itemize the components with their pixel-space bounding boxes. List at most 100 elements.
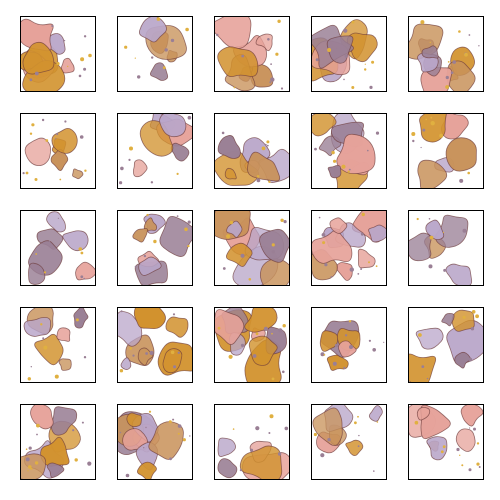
- texture-speck: [469, 427, 470, 428]
- sample-tile: [214, 16, 290, 92]
- texture-speck: [277, 317, 278, 318]
- texture-speck: [23, 172, 25, 174]
- texture-blob: [57, 328, 70, 342]
- texture-speck: [316, 58, 319, 61]
- texture-speck: [319, 217, 321, 219]
- texture-speck: [327, 438, 330, 441]
- texture-speck: [135, 266, 137, 268]
- texture-sample: [118, 405, 192, 479]
- texture-speck: [349, 169, 351, 171]
- texture-speck: [446, 76, 449, 79]
- texture-sample: [21, 308, 95, 382]
- texture-speck: [271, 333, 273, 335]
- texture-speck: [451, 71, 454, 74]
- texture-blob: [21, 454, 46, 479]
- texture-speck: [429, 218, 431, 220]
- texture-speck: [376, 132, 379, 135]
- texture-speck: [268, 432, 270, 434]
- texture-speck: [129, 147, 133, 151]
- texture-speck: [151, 56, 153, 58]
- texture-speck: [79, 75, 82, 78]
- texture-speck: [335, 344, 338, 347]
- texture-speck: [430, 117, 432, 119]
- texture-speck: [27, 470, 28, 471]
- texture-speck: [277, 20, 280, 23]
- texture-speck: [150, 351, 154, 355]
- texture-speck: [458, 30, 461, 33]
- texture-blob: [137, 462, 156, 479]
- texture-speck: [169, 420, 172, 423]
- texture-speck: [427, 378, 428, 379]
- texture-speck: [372, 348, 376, 352]
- texture-speck: [178, 433, 180, 435]
- texture-speck: [421, 365, 424, 368]
- texture-sample: [215, 308, 289, 382]
- texture-speck: [320, 453, 324, 457]
- texture-speck: [331, 151, 334, 154]
- texture-speck: [463, 229, 467, 233]
- texture-speck: [272, 250, 275, 253]
- texture-speck: [420, 20, 424, 24]
- texture-speck: [165, 48, 168, 51]
- sample-tile: [311, 210, 387, 286]
- texture-speck: [56, 133, 58, 135]
- texture-speck: [365, 64, 366, 65]
- texture-sample: [21, 405, 95, 479]
- texture-sample: [21, 17, 95, 91]
- texture-speck: [229, 355, 233, 359]
- texture-speck: [84, 35, 86, 37]
- texture-speck: [42, 119, 44, 121]
- texture-speck: [255, 426, 259, 430]
- sample-tile: [408, 307, 484, 383]
- texture-speck: [327, 48, 331, 52]
- texture-sample: [215, 211, 289, 285]
- texture-blob: [446, 264, 472, 285]
- texture-speck: [30, 78, 33, 81]
- texture-speck: [59, 179, 61, 181]
- texture-speck: [143, 447, 144, 448]
- texture-blob: [218, 438, 236, 457]
- sample-tile: [214, 307, 290, 383]
- texture-speck: [322, 241, 325, 244]
- texture-speck: [361, 233, 364, 236]
- sample-tile: [408, 404, 484, 480]
- texture-speck: [42, 337, 44, 339]
- texture-speck: [149, 411, 151, 413]
- texture-speck: [253, 354, 257, 358]
- texture-speck: [345, 334, 347, 336]
- texture-speck: [241, 55, 244, 58]
- texture-speck: [463, 316, 466, 319]
- texture-blob: [150, 63, 167, 81]
- texture-blob: [328, 166, 341, 178]
- texture-speck: [272, 378, 275, 381]
- texture-blob: [369, 405, 382, 421]
- texture-speck: [267, 38, 270, 41]
- texture-speck: [124, 46, 127, 49]
- texture-speck: [278, 452, 281, 455]
- texture-speck: [26, 172, 29, 175]
- texture-blob: [73, 169, 83, 179]
- sample-tile: [311, 113, 387, 189]
- texture-speck: [72, 429, 74, 431]
- texture-speck: [240, 469, 242, 471]
- texture-speck: [163, 66, 166, 69]
- texture-speck: [280, 219, 283, 222]
- texture-speck: [43, 346, 47, 350]
- texture-speck: [285, 427, 289, 431]
- texture-speck: [35, 461, 38, 464]
- texture-speck: [58, 218, 59, 219]
- texture-speck: [75, 458, 78, 461]
- texture-speck: [183, 438, 186, 441]
- texture-speck: [120, 432, 122, 434]
- sample-tile: [117, 210, 193, 286]
- texture-speck: [56, 62, 59, 65]
- texture-blob: [63, 231, 88, 251]
- texture-blob: [461, 405, 483, 426]
- texture-speck: [278, 328, 282, 332]
- texture-speck: [31, 468, 33, 470]
- texture-speck: [257, 175, 260, 178]
- sample-tile: [20, 16, 96, 92]
- texture-speck: [262, 147, 266, 151]
- texture-speck: [314, 148, 317, 151]
- texture-speck: [417, 218, 419, 220]
